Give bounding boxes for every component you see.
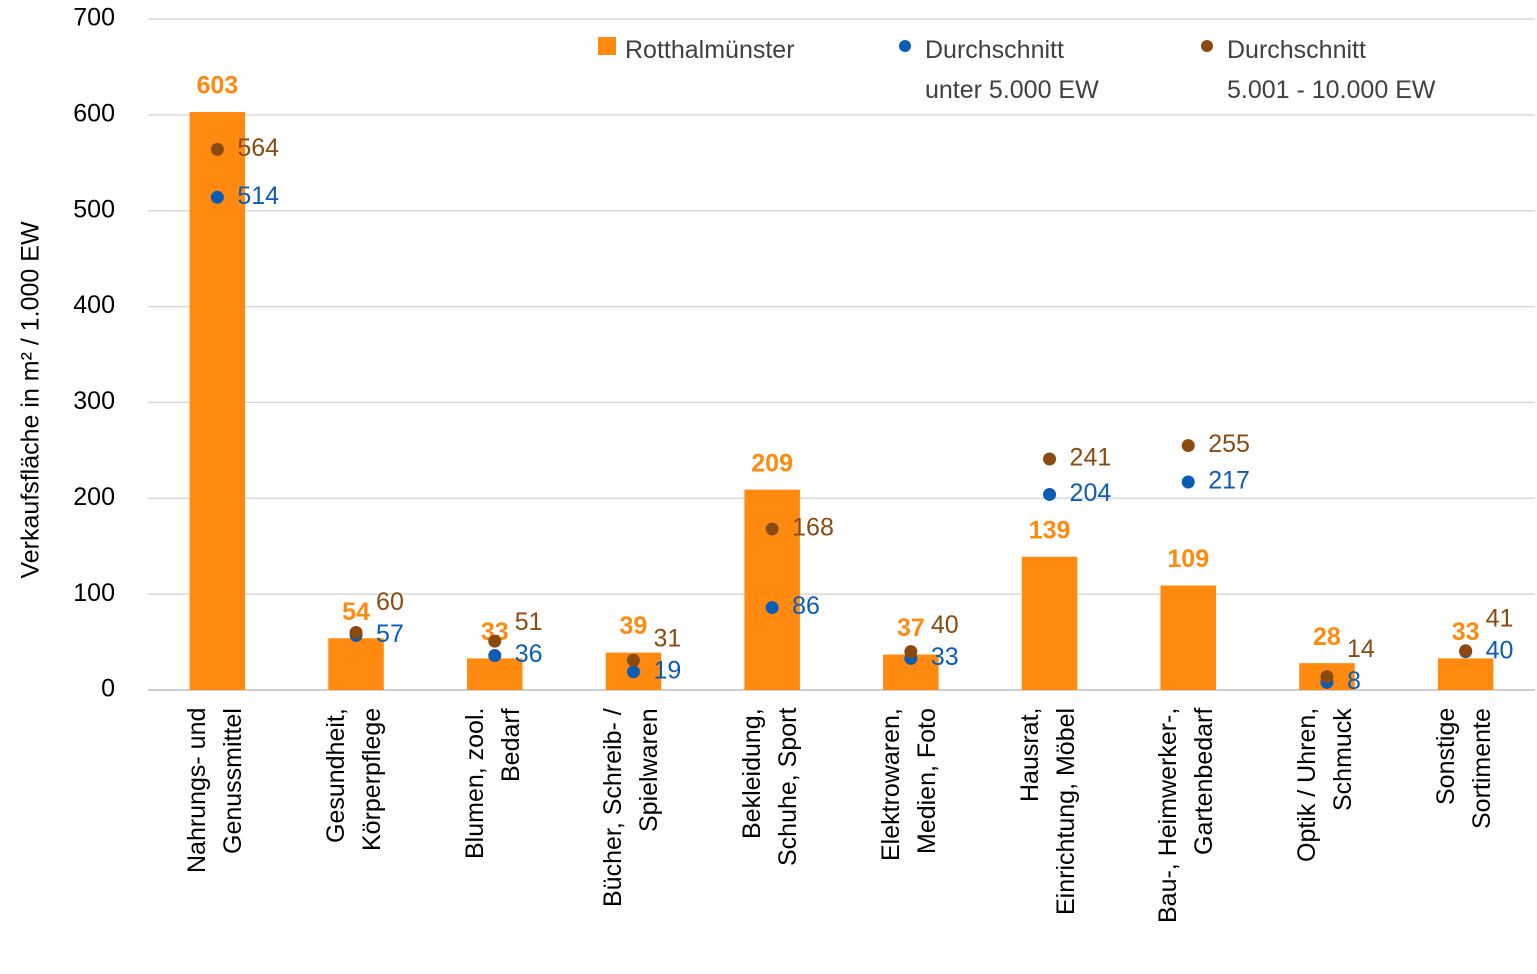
dot-value-label: 514: [237, 182, 279, 210]
dot: [904, 645, 918, 659]
dot: [1459, 644, 1473, 658]
y-tick-label: 700: [73, 4, 115, 32]
y-tick-label: 100: [73, 579, 115, 607]
y-tick-label: 500: [73, 195, 115, 223]
dot: [626, 653, 640, 667]
dot: [765, 601, 779, 615]
dot: [349, 625, 363, 639]
bar: [328, 638, 384, 690]
bar: [1021, 556, 1078, 690]
y-tick-label: 600: [73, 99, 115, 127]
x-tick-label: Bekleidung, Schuhe, Sport: [738, 708, 803, 867]
x-tick-label: Sonstige Sortimente: [1431, 708, 1496, 829]
x-tick-label: Optik / Uhren, Schmuck: [1292, 708, 1357, 863]
dot: [1181, 475, 1195, 489]
legend-label: Durchschnitt unter 5.000 EW: [925, 36, 1099, 104]
legend-swatch: [598, 37, 616, 55]
bar: [189, 111, 246, 690]
dot: [488, 634, 502, 648]
x-tick-label: Blumen, zool. Bedarf: [460, 708, 525, 860]
dot-value-label: 255: [1208, 430, 1250, 458]
dot-value-label: 564: [237, 134, 279, 162]
bar-value-label: 39: [620, 612, 648, 640]
dot-value-label: 33: [931, 643, 959, 671]
bar: [1160, 585, 1216, 690]
dot-value-label: 31: [653, 624, 681, 652]
x-tick-label: Bau-, Heimwerker-, Gartenbedarf: [1154, 708, 1219, 924]
dot-value-label: 86: [792, 592, 820, 620]
dot-value-label: 36: [515, 640, 543, 668]
dot-value-label: 8: [1347, 667, 1361, 695]
dot: [626, 665, 640, 679]
legend-label: Durchschnitt 5.001 - 10.000 EW: [1227, 36, 1436, 104]
legend-swatch: [899, 40, 911, 52]
dot-value-label: 57: [376, 620, 404, 648]
x-tick-label: Hausrat, Einrichtung, Möbel: [1015, 708, 1080, 916]
x-tick-label: Gesundheit, Körperpflege: [322, 708, 387, 852]
dot-value-label: 19: [653, 656, 681, 684]
dot-value-label: 60: [376, 588, 404, 616]
dot-value-label: 204: [1070, 479, 1112, 507]
dot-value-label: 41: [1486, 604, 1514, 632]
x-tick-label: Elektrowaren, Medien, Foto: [876, 708, 941, 861]
x-tick-label: Nahrungs- und Genussmittel: [183, 708, 248, 874]
bar-value-label: 37: [897, 614, 925, 642]
legend-label: Rotthalmünster: [625, 36, 795, 64]
dot: [210, 190, 224, 204]
legend-swatch: [1201, 40, 1213, 52]
dot-value-label: 14: [1347, 635, 1375, 663]
dot-value-label: 168: [792, 514, 834, 542]
bar-value-label: 139: [1029, 516, 1071, 544]
y-tick-label: 0: [101, 675, 115, 703]
bar-value-label: 109: [1167, 545, 1209, 573]
y-tick-label: 300: [73, 387, 115, 415]
dot-value-label: 51: [515, 608, 543, 636]
x-tick-label: Bücher, Schreib- / Spielwaren: [599, 708, 664, 907]
bar-value-label: 33: [1452, 618, 1480, 646]
bar-value-label: 603: [196, 72, 238, 100]
dot: [1181, 439, 1195, 453]
dot-value-label: 40: [1486, 636, 1514, 664]
y-tick-label: 400: [73, 291, 115, 319]
y-axis-label: Verkaufsfläche in m² / 1.000 EW: [17, 221, 45, 579]
bar-value-label: 28: [1313, 623, 1341, 651]
dot: [765, 522, 779, 536]
dot-value-label: 40: [931, 611, 959, 639]
y-tick-label: 200: [73, 483, 115, 511]
bar: [1437, 658, 1494, 690]
dot: [488, 648, 502, 662]
dot-value-label: 217: [1208, 467, 1250, 495]
dot: [1320, 670, 1334, 684]
bar-value-label: 209: [751, 449, 793, 477]
dot: [1043, 487, 1057, 501]
bar-value-label: 54: [342, 598, 370, 626]
dot-value-label: 241: [1070, 444, 1112, 472]
dot: [1043, 452, 1057, 466]
bar: [467, 658, 523, 690]
dot: [210, 142, 224, 156]
